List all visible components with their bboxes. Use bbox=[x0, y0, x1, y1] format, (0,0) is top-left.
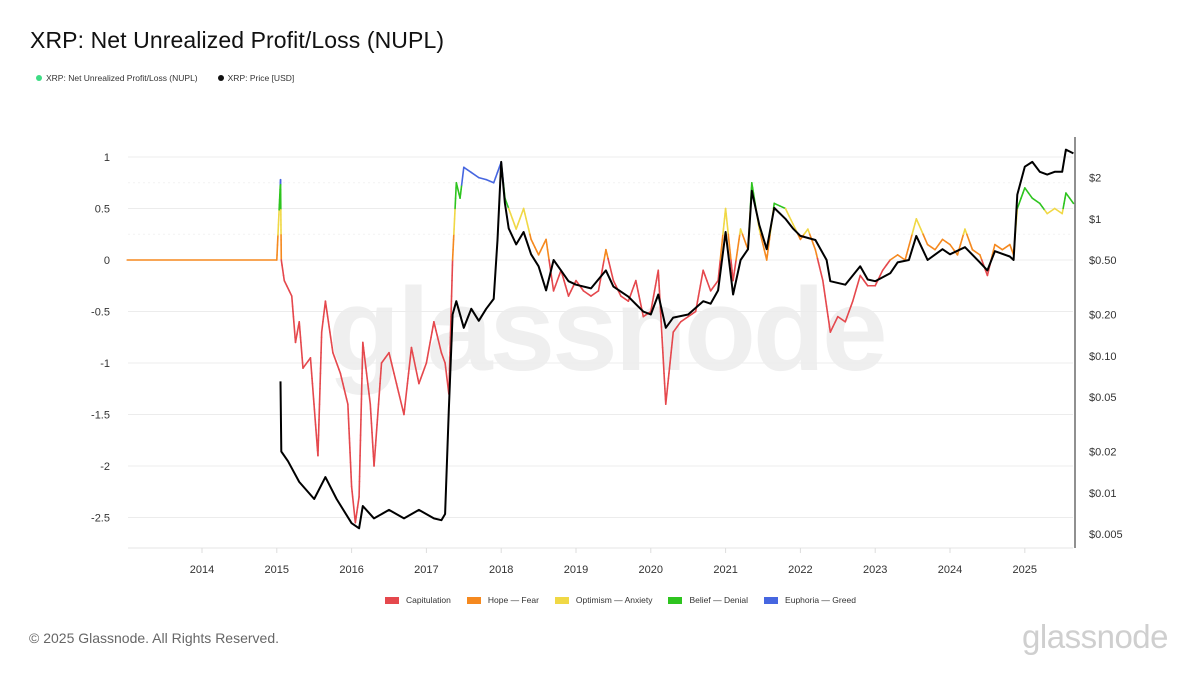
y-tick-label: -1 bbox=[100, 358, 110, 370]
series-legend: XRP: Net Unrealized Profit/Loss (NUPL) X… bbox=[36, 73, 294, 83]
x-tick-label: 2017 bbox=[414, 564, 438, 576]
legend-label: XRP: Net Unrealized Profit/Loss (NUPL) bbox=[46, 73, 198, 83]
legend-item-price[interactable]: XRP: Price [USD] bbox=[217, 73, 295, 83]
x-tick-label: 2018 bbox=[489, 564, 513, 576]
legend-label: Euphoria — Greed bbox=[785, 595, 856, 605]
legend-label: Belief — Denial bbox=[689, 595, 749, 605]
x-tick-label: 2024 bbox=[938, 564, 962, 576]
legend-label: Capitulation bbox=[406, 595, 451, 605]
gridlines bbox=[128, 156, 1073, 549]
zone-legend: Capitulation Hope — Fear Optimism — Anxi… bbox=[385, 595, 856, 605]
y2-tick-label: $0.10 bbox=[1089, 351, 1117, 363]
x-tick-label: 2022 bbox=[788, 564, 812, 576]
y2-tick-label: $0.05 bbox=[1089, 392, 1117, 404]
belief-denial-swatch-icon bbox=[668, 596, 683, 604]
y-tick-label: -0.5 bbox=[91, 307, 110, 319]
legend-item-hope-fear[interactable]: Hope — Fear bbox=[466, 595, 539, 605]
capitulation-swatch-icon bbox=[385, 596, 399, 604]
legend-item-euphoria-greed[interactable]: Euphoria — Greed bbox=[764, 595, 856, 605]
legend-item-optimism-anxiety[interactable]: Optimism — Anxiety bbox=[554, 595, 653, 605]
nupl-series bbox=[126, 161, 1075, 524]
x-tick-label: 2016 bbox=[339, 564, 363, 576]
y2-tick-label: $0.50 bbox=[1089, 255, 1117, 267]
nupl-dot-icon bbox=[36, 75, 42, 81]
price-dot-icon bbox=[217, 75, 224, 81]
x-tick-label: 2023 bbox=[863, 564, 887, 576]
legend-item-belief-denial[interactable]: Belief — Denial bbox=[668, 595, 748, 605]
y2-tick-label: $0.01 bbox=[1089, 488, 1117, 500]
x-tick-label: 2025 bbox=[1013, 564, 1037, 576]
y-tick-label: -2 bbox=[100, 461, 110, 473]
x-tick-label: 2015 bbox=[265, 564, 289, 576]
y-axis-left: 1 0.5 0 -0.5 -1 -1.5 -2 -2.5 bbox=[91, 152, 110, 525]
y-tick-label: -2.5 bbox=[91, 513, 110, 525]
y2-tick-label: $2 bbox=[1089, 173, 1101, 185]
y-axis-right: $2 $1 $0.50 $0.20 $0.10 $0.05 $0.02 $0.01 $0.005 bbox=[1089, 173, 1123, 541]
x-tick-label: 2014 bbox=[190, 564, 214, 576]
watermark: glassnode bbox=[328, 264, 888, 396]
legend-label: Optimism — Anxiety bbox=[575, 595, 653, 605]
x-tick-label: 2019 bbox=[564, 564, 588, 576]
legend-item-capitulation[interactable]: Capitulation bbox=[385, 595, 451, 605]
y2-tick-label: $0.005 bbox=[1089, 529, 1123, 541]
y2-tick-label: $1 bbox=[1089, 214, 1101, 226]
y2-tick-label: $0.20 bbox=[1089, 310, 1117, 322]
legend-label: XRP: Price [USD] bbox=[227, 73, 295, 83]
legend-label: Hope — Fear bbox=[487, 595, 539, 605]
legend-item-nupl[interactable]: XRP: Net Unrealized Profit/Loss (NUPL) bbox=[36, 73, 198, 83]
euphoria-greed-swatch-icon bbox=[764, 596, 779, 604]
optimism-anxiety-swatch-icon bbox=[554, 596, 569, 604]
x-tick-label: 2020 bbox=[639, 564, 663, 576]
y-tick-label: 1 bbox=[104, 152, 110, 164]
x-axis: 2014 2015 2016 2017 2018 2019 2020 2021 2022 2023… bbox=[190, 548, 1037, 576]
y-tick-label: -1.5 bbox=[91, 410, 110, 422]
page-title: XRP: Net Unrealized Profit/Loss (NUPL) bbox=[30, 27, 445, 53]
brand-logo: glassnode bbox=[1022, 618, 1168, 655]
y-tick-label: 0 bbox=[104, 255, 110, 267]
hope-fear-swatch-icon bbox=[466, 596, 481, 604]
copyright-text: © 2025 Glassnode. All Rights Reserved. bbox=[29, 630, 280, 646]
price-series bbox=[279, 148, 1074, 530]
y-tick-label: 0.5 bbox=[95, 204, 110, 216]
x-tick-label: 2021 bbox=[713, 564, 737, 576]
y2-tick-label: $0.02 bbox=[1089, 447, 1117, 459]
